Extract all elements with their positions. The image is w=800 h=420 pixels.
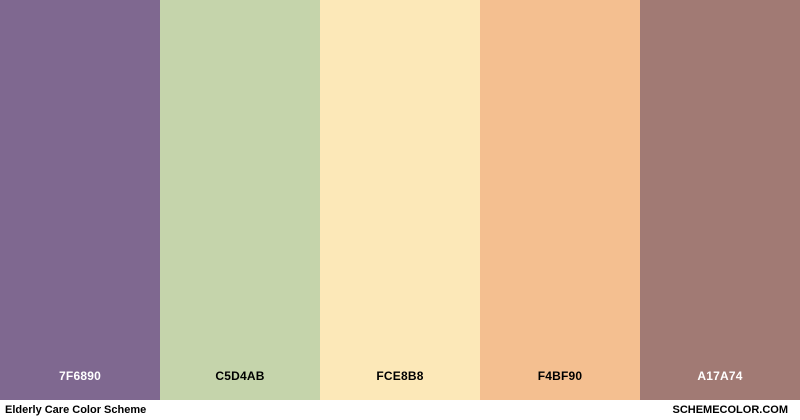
swatch-5[interactable]: A17A74 (640, 0, 800, 400)
swatch-3-hex-label: FCE8B8 (376, 369, 424, 383)
swatch-2[interactable]: C5D4AB (160, 0, 320, 400)
swatch-3[interactable]: FCE8B8 (320, 0, 480, 400)
swatch-4[interactable]: F4BF90 (480, 0, 640, 400)
swatch-1[interactable]: 7F6890 (0, 0, 160, 400)
swatch-2-hex-label: C5D4AB (215, 369, 265, 383)
footer-bar: Elderly Care Color Scheme SCHEMECOLOR.CO… (0, 400, 800, 420)
swatch-1-hex-label: 7F6890 (59, 369, 101, 383)
swatch-4-hex-label: F4BF90 (537, 369, 583, 383)
scheme-title: Elderly Care Color Scheme (5, 404, 147, 416)
site-name[interactable]: SCHEMECOLOR.COM (672, 404, 789, 416)
swatch-strip: 7F6890 C5D4AB FCE8B8 F4BF90 A17A74 (0, 0, 800, 400)
swatch-5-hex-label: A17A74 (697, 369, 743, 383)
